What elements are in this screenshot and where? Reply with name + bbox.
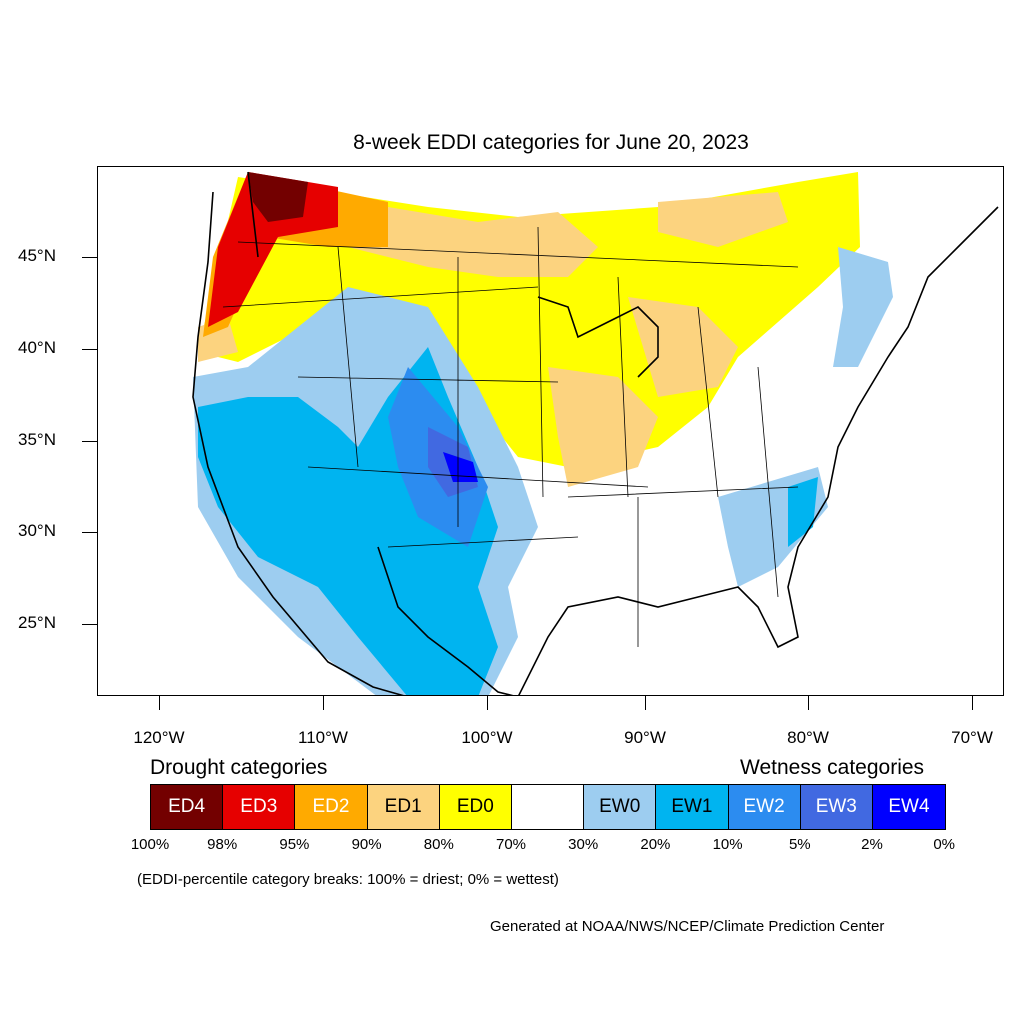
lon-label-70: 70°W bbox=[951, 728, 993, 747]
lon-tick bbox=[808, 696, 809, 710]
lon-label-110: 110°W bbox=[298, 728, 348, 747]
lat-label-30: 30°N bbox=[18, 521, 56, 540]
wetness-heading: Wetness categories bbox=[740, 756, 925, 779]
legend-swatch-normal bbox=[511, 785, 585, 829]
percent-break-label: 80% bbox=[423, 836, 454, 853]
lon-label-120: 120°W bbox=[133, 728, 185, 747]
lat-tick bbox=[82, 349, 97, 350]
map-canvas bbox=[192, 171, 999, 695]
lon-label-90: 90°W bbox=[624, 728, 666, 747]
lat-label-40: 40°N bbox=[18, 338, 56, 357]
lon-tick bbox=[159, 696, 160, 710]
lon-tick bbox=[645, 696, 646, 710]
legend-swatch-ew0: EW0 bbox=[584, 785, 657, 829]
percent-break-label: 30% bbox=[568, 836, 599, 853]
legend-swatch-ew2: EW2 bbox=[728, 785, 801, 829]
legend-bar: ED4 ED3 ED2 ED1 ED0 EW0 EW1 EW2 EW3 EW4 bbox=[150, 784, 947, 830]
percent-break-label: 70% bbox=[495, 836, 527, 853]
lon-label-100: 100°W bbox=[461, 728, 513, 747]
lat-tick bbox=[82, 532, 97, 533]
credit-line: Generated at NOAA/NWS/NCEP/Climate Predi… bbox=[490, 918, 885, 935]
lon-label-80: 80°W bbox=[787, 728, 829, 747]
state-borders bbox=[222, 226, 799, 647]
ew0-region bbox=[833, 247, 893, 367]
coastline bbox=[192, 171, 999, 695]
percent-break-label: 90% bbox=[351, 836, 382, 853]
lat-label-25: 25°N bbox=[18, 613, 56, 632]
ed1-region bbox=[628, 297, 738, 397]
map-title: 8-week EDDI categories for June 20, 2023 bbox=[353, 131, 749, 154]
lat-tick bbox=[82, 441, 97, 442]
lat-label-45: 45°N bbox=[18, 246, 56, 265]
percent-break-label: 0% bbox=[933, 836, 956, 853]
eddi-map bbox=[97, 166, 1004, 696]
legend-swatch-ed4: ED4 bbox=[151, 785, 224, 829]
percent-break-label: 20% bbox=[640, 836, 671, 853]
ed3-region bbox=[208, 172, 338, 327]
legend-swatch-ew4: EW4 bbox=[872, 785, 946, 829]
ed1-region bbox=[658, 192, 788, 247]
legend-swatch-ed1: ED1 bbox=[367, 785, 440, 829]
lat-tick bbox=[82, 624, 97, 625]
ed1-region bbox=[548, 367, 658, 487]
lon-tick bbox=[487, 696, 488, 710]
ew4-region bbox=[443, 452, 478, 482]
percent-break-label: 98% bbox=[207, 836, 238, 853]
percent-break-label: 2% bbox=[861, 836, 883, 853]
lat-label-35: 35°N bbox=[18, 430, 56, 449]
legend-swatch-ed3: ED3 bbox=[223, 785, 296, 829]
percent-break-label: 100% bbox=[130, 836, 170, 853]
percent-break-label: 10% bbox=[712, 836, 743, 853]
legend-swatch-ed0: ED0 bbox=[439, 785, 512, 829]
ew1-region bbox=[788, 477, 818, 547]
legend-swatch-ew3: EW3 bbox=[800, 785, 873, 829]
category-note: (EDDI-percentile category breaks: 100% =… bbox=[137, 871, 559, 888]
legend-swatch-ed2: ED2 bbox=[295, 785, 368, 829]
lon-tick bbox=[323, 696, 324, 710]
drought-heading: Drought categories bbox=[150, 756, 328, 779]
legend-swatch-ew1: EW1 bbox=[656, 785, 729, 829]
ed4-region bbox=[248, 172, 308, 222]
lat-tick bbox=[82, 257, 97, 258]
percent-break-label: 5% bbox=[788, 836, 811, 853]
percent-break-label: 95% bbox=[279, 836, 310, 853]
lon-tick bbox=[972, 696, 973, 710]
